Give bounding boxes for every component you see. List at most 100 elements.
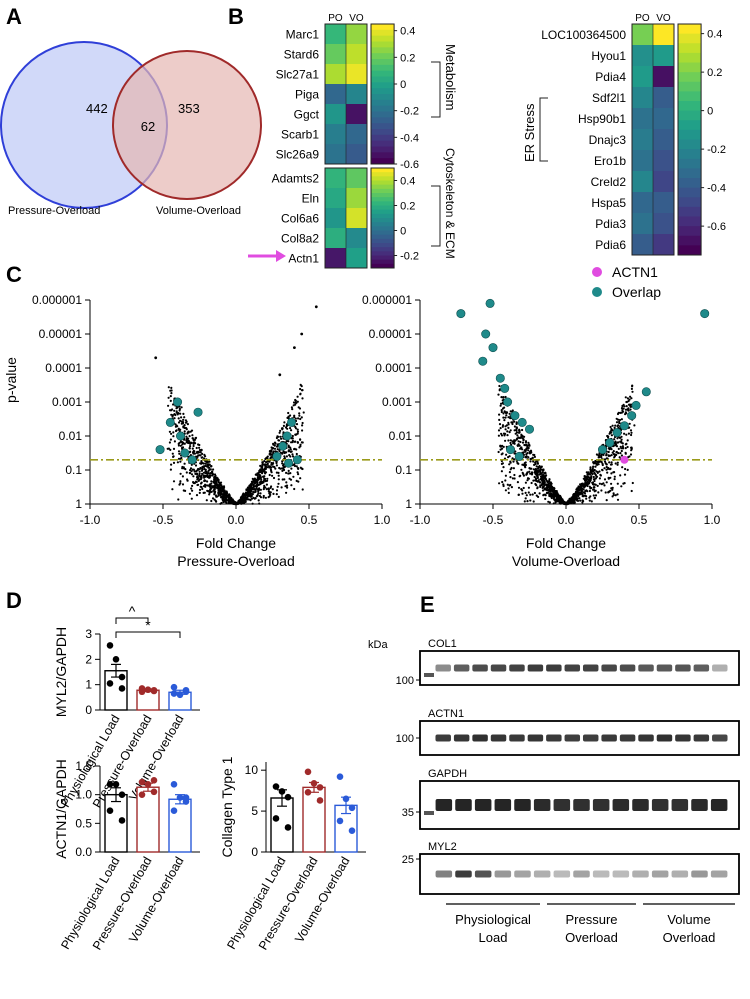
volcano-point (195, 446, 198, 450)
volcano-point (590, 486, 593, 490)
volcano-point (516, 481, 520, 484)
volcano-point (169, 468, 172, 471)
volcano-point (245, 488, 248, 492)
colorbar-segment (371, 243, 395, 248)
volcano-point (615, 451, 618, 454)
volcano-point (175, 411, 178, 414)
volcano-point (523, 500, 526, 503)
heatmap-gene-label: Ero1b (594, 154, 626, 168)
volcano-point (616, 437, 619, 440)
volcano-point (613, 438, 616, 441)
overlap-point (500, 383, 510, 393)
volcano-point (259, 470, 262, 474)
volcano-point (630, 397, 633, 400)
bar-y-tick-label: 0.0 (75, 845, 92, 859)
volcano-point (607, 450, 610, 454)
volcano-point (527, 486, 531, 489)
volcano-point (298, 412, 301, 415)
volcano-point (154, 356, 158, 360)
volcano-point (237, 499, 240, 502)
volcano-point (611, 495, 614, 498)
volcano-point (509, 417, 512, 420)
overlap-point (605, 438, 615, 448)
volcano-point (545, 486, 549, 489)
volcano-point (556, 499, 559, 502)
cyto-bracket (431, 185, 441, 247)
volcano-point (241, 493, 245, 496)
volcano-point (291, 455, 295, 458)
volcano-point (532, 479, 535, 482)
heatmap-cell (325, 104, 346, 124)
volcano-point (300, 416, 303, 419)
volcano-point (592, 488, 595, 491)
volcano-point (602, 482, 605, 485)
volcano-point (301, 421, 304, 425)
volcano-point (277, 478, 280, 481)
volcano-point (603, 460, 607, 463)
volcano-point (579, 483, 582, 486)
volcano-point (203, 476, 206, 479)
volcano-point (288, 477, 291, 480)
volcano-point (533, 491, 537, 495)
volcano-point (515, 422, 518, 426)
colorbar-segment (678, 72, 702, 83)
heatmap-gene-label: Hsp90b1 (578, 112, 626, 126)
heatmap-cell (346, 44, 367, 64)
data-point (316, 797, 324, 804)
volcano-point (540, 472, 543, 475)
blot-band (546, 664, 562, 672)
blot-marker: 25 (402, 854, 414, 866)
volcano-point (624, 396, 627, 399)
volcano-point (172, 461, 176, 464)
volcano-point (542, 493, 545, 496)
volcano-point (172, 431, 175, 434)
volcano-point (621, 466, 624, 469)
volcano-point (530, 472, 534, 475)
volcano-point (528, 444, 531, 447)
heatmap-cell (653, 108, 674, 129)
data-point (138, 791, 146, 798)
heatmap-cell (653, 171, 674, 192)
panel-label-c: C (6, 262, 22, 287)
volcano-point (265, 488, 268, 491)
volcano-point (506, 434, 509, 437)
data-point (170, 781, 178, 788)
volcano-point (294, 398, 297, 402)
heatmap-cell (346, 168, 367, 188)
volcano-point (170, 413, 173, 416)
blot-band (546, 734, 562, 742)
volcano-point (529, 467, 532, 470)
volcano-point (263, 478, 266, 481)
volcano-point (185, 427, 188, 430)
volcano-point (300, 441, 303, 444)
volcano-point (575, 488, 578, 491)
volcano-point (593, 461, 596, 464)
blot-band (553, 870, 571, 878)
heatmap-cell (632, 213, 653, 234)
colorbar-segment (371, 35, 395, 42)
volcano-point (603, 458, 607, 461)
volcano-point (598, 470, 601, 473)
volcano-point (610, 463, 613, 466)
volcano-point (530, 481, 533, 485)
volcano-point (188, 471, 191, 475)
colorbar-segment (678, 235, 702, 246)
volcano-point (628, 455, 631, 458)
blot-band (671, 799, 689, 811)
colorbar-segment (678, 149, 702, 160)
volcano-point (199, 466, 202, 470)
volcano-point (595, 453, 599, 456)
volcano-point (287, 411, 290, 415)
volcano-point (540, 477, 543, 480)
heatmap-gene-label: Col6a6 (281, 211, 319, 225)
volcano-point (296, 428, 299, 431)
volcano-point (216, 483, 219, 487)
volcano-point (515, 431, 519, 434)
colorbar-tick-label: -0.2 (707, 144, 726, 156)
volcano-point (289, 414, 292, 417)
blot-band (435, 870, 453, 878)
volcano-point (620, 485, 623, 488)
volcano-point (285, 455, 288, 458)
volcano-point (610, 461, 613, 464)
volcano-point (169, 399, 172, 402)
